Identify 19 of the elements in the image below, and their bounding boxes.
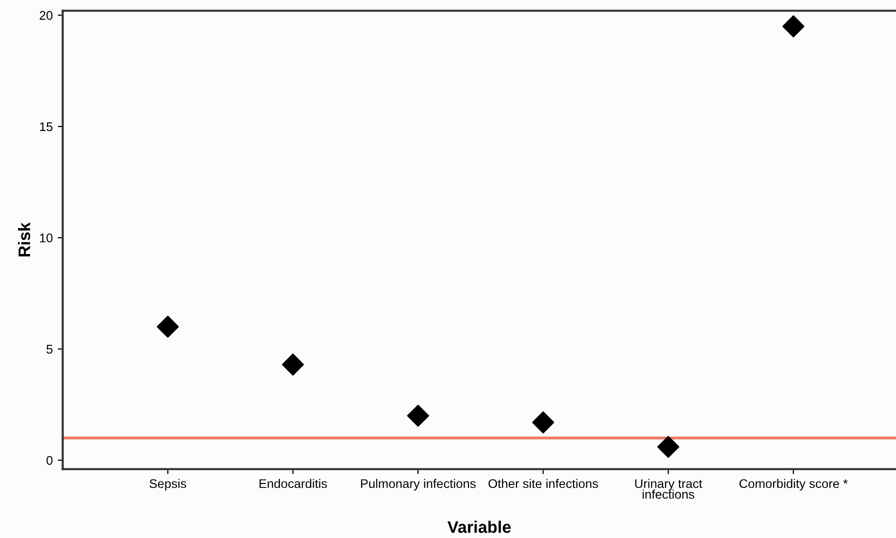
y-tick-label: 15	[40, 122, 52, 132]
point	[657, 436, 680, 458]
point	[282, 354, 304, 376]
y-tick-label: 10	[40, 234, 53, 242]
x-tick-label: Sepsis	[150, 478, 186, 491]
x-axis-title: Variable	[448, 520, 511, 533]
x-tick-label: Urinary tract infections	[635, 478, 702, 499]
y-tick-label: 20	[40, 11, 53, 20]
point	[156, 316, 179, 338]
point	[782, 15, 804, 38]
point	[532, 411, 554, 434]
y-tick-label: 0	[46, 456, 53, 465]
x-tick-label: Endocarditis	[260, 478, 327, 488]
y-tick-label: 5	[46, 344, 52, 354]
x-tick-label: Pulmonary infections	[361, 478, 476, 491]
x-tick-label: Other site infections	[488, 478, 598, 488]
point	[407, 404, 430, 427]
x-tick-label: Comorbidity score *	[740, 478, 848, 491]
y-axis-title: Risk	[18, 222, 30, 256]
